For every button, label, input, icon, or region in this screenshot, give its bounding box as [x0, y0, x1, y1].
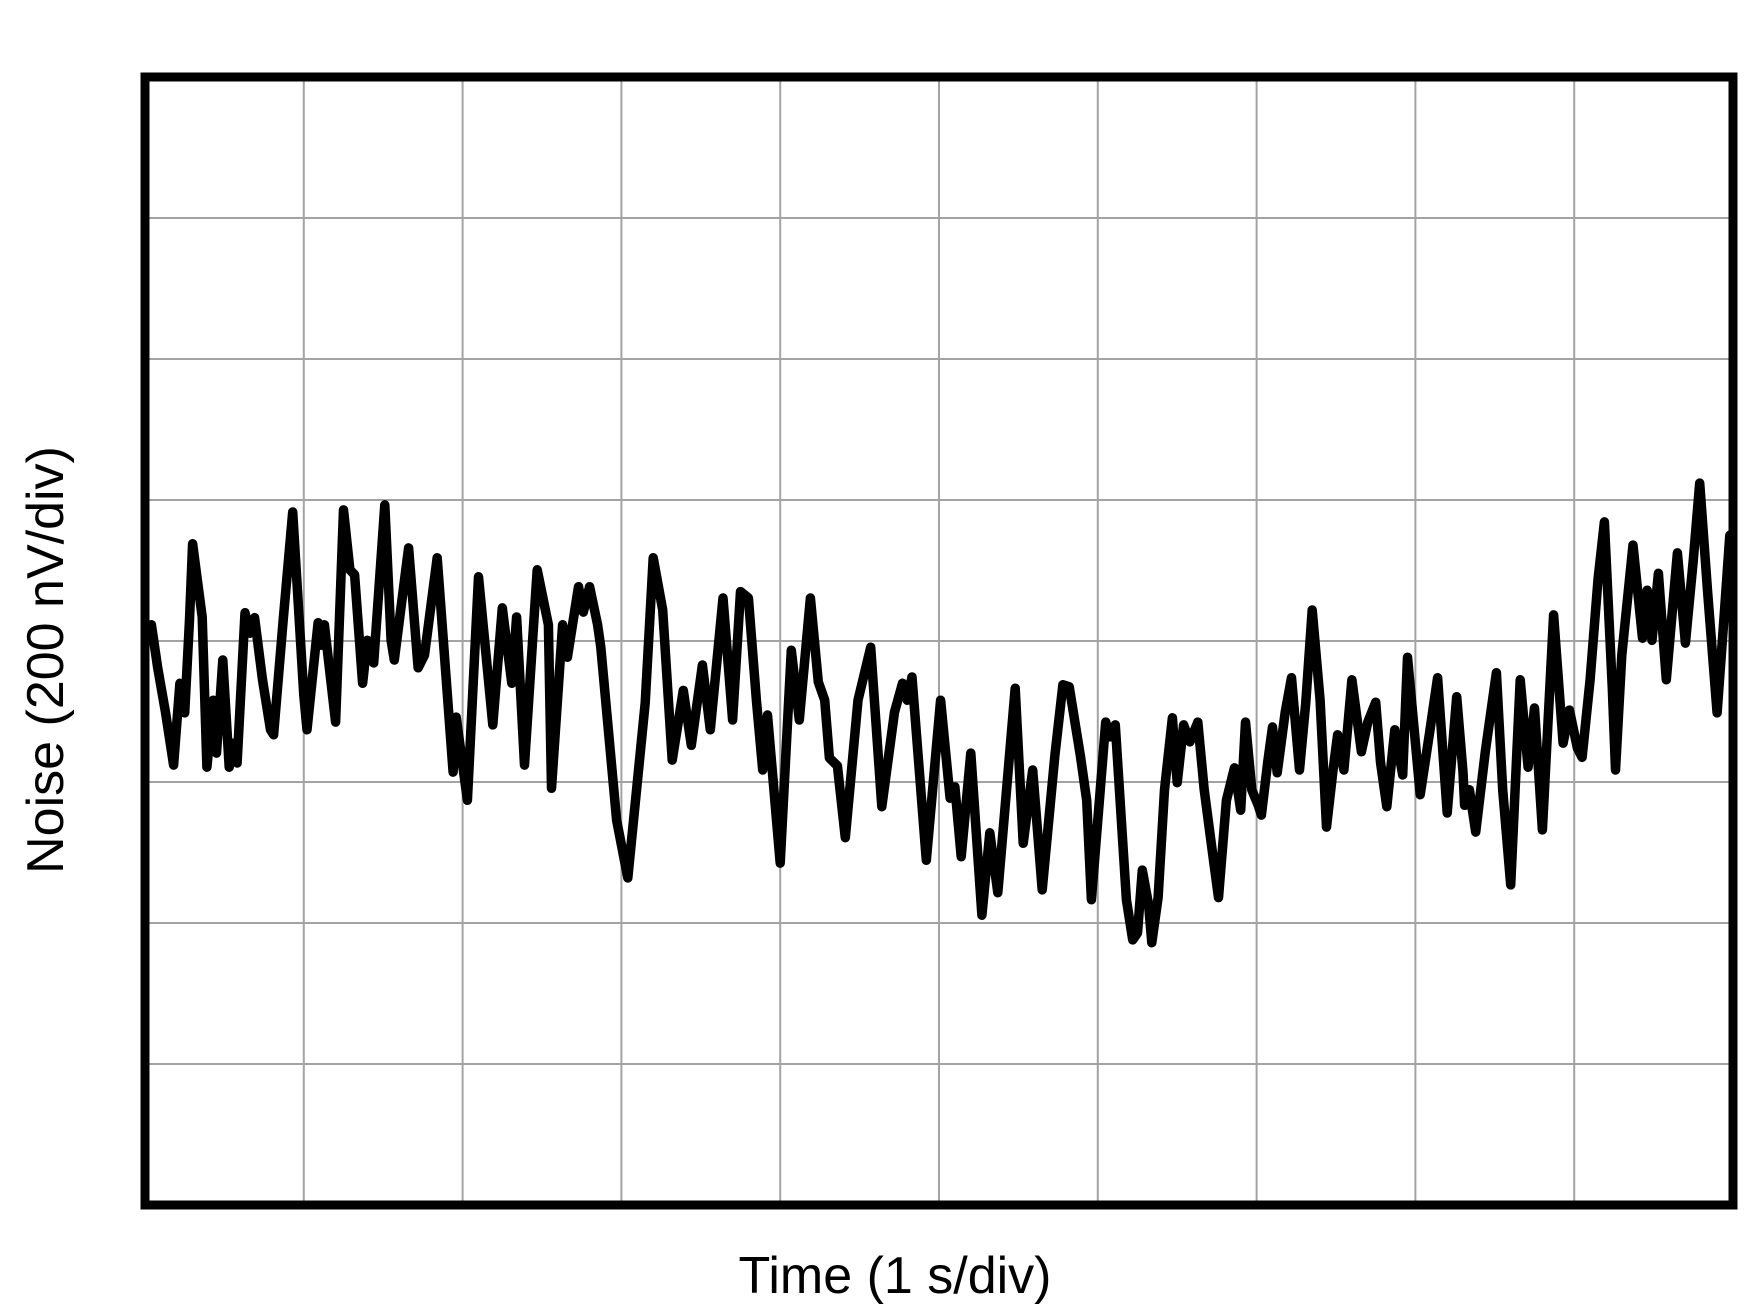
y-axis-label: Noise (200 nV/div)	[17, 446, 75, 874]
noise-trace	[143, 478, 1735, 948]
x-axis-label: Time (1 s/div)	[738, 1247, 1052, 1305]
grid-lines	[145, 77, 1733, 1205]
